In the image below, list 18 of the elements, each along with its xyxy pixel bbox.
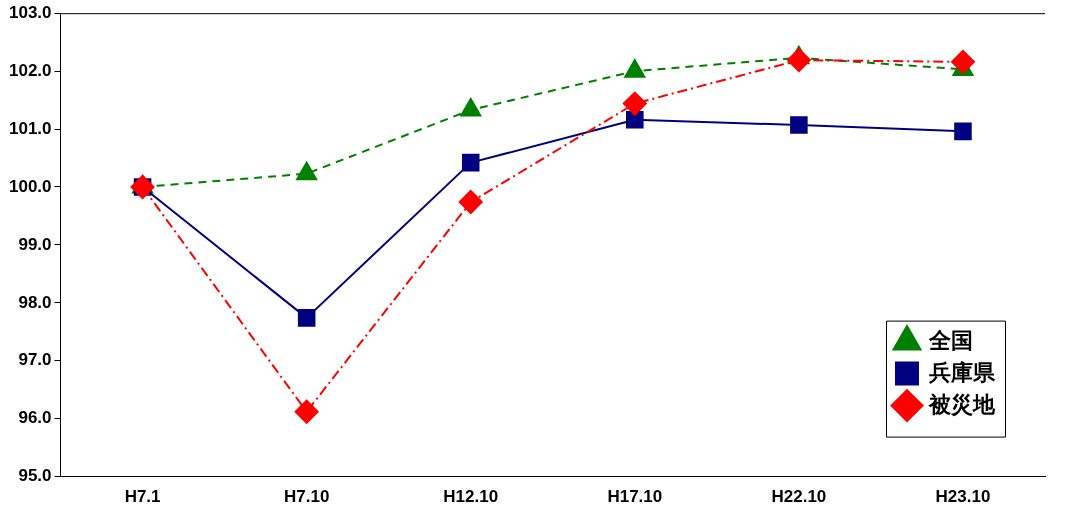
x-tick-label: H7.10 <box>283 487 330 507</box>
legend-label: 全国 <box>928 327 973 353</box>
y-tick-label: 100.0 <box>8 176 52 196</box>
x-tick-label: H17.10 <box>607 487 663 507</box>
x-tick-label: H22.10 <box>771 487 827 507</box>
legend-label: 被災地 <box>928 391 996 417</box>
legend-label: 兵庫県 <box>928 359 996 385</box>
y-tick-label: 98.0 <box>18 292 52 312</box>
x-tick-label: H23.10 <box>935 487 991 507</box>
y-tick-label: 97.0 <box>18 350 52 370</box>
x-tick-label: H7.1 <box>124 487 161 507</box>
y-tick-label: 102.0 <box>8 60 52 80</box>
y-tick-label: 95.0 <box>18 466 52 486</box>
y-tick-label: 99.0 <box>18 234 52 254</box>
y-tick-label: 96.0 <box>18 408 52 428</box>
y-tick-label: 101.0 <box>8 118 52 138</box>
x-tick-label: H12.10 <box>443 487 499 507</box>
y-tick-label: 103.0 <box>8 2 52 22</box>
